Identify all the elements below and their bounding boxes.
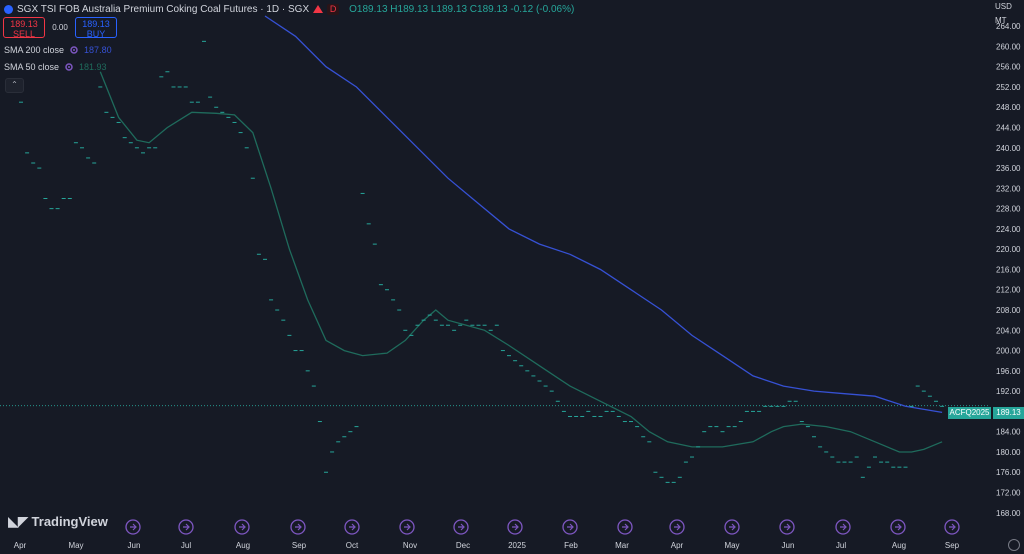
- y-tick-label: 264.00: [996, 22, 1021, 31]
- tradingview-logo-icon: ◣◤: [8, 513, 29, 529]
- x-tick-label: Jul: [836, 541, 846, 550]
- event-marker-icon[interactable]: [724, 519, 740, 535]
- event-marker-icon[interactable]: [779, 519, 795, 535]
- event-marker-icon[interactable]: [617, 519, 633, 535]
- x-tick-label: Aug: [236, 541, 250, 550]
- symbol-price-label: ACFQ2025: [948, 407, 991, 419]
- sell-label: SELL: [12, 29, 36, 39]
- y-tick-label: 200.00: [996, 347, 1021, 356]
- event-marker-icon[interactable]: [507, 519, 523, 535]
- chart-settings-icon[interactable]: [1008, 539, 1020, 551]
- x-tick-label: Aug: [892, 541, 906, 550]
- y-tick-label: 240.00: [996, 144, 1021, 153]
- tradingview-logo[interactable]: ◣◤ TradingView: [8, 513, 108, 530]
- event-marker-icon[interactable]: [290, 519, 306, 535]
- x-tick-label: Apr: [14, 541, 27, 550]
- settings-icon[interactable]: [64, 62, 74, 72]
- x-tick-label: Mar: [615, 541, 629, 550]
- y-tick-label: 224.00: [996, 225, 1021, 234]
- x-tick-label: Nov: [403, 541, 417, 550]
- y-tick-label: 244.00: [996, 124, 1021, 133]
- y-tick-label: 220.00: [996, 245, 1021, 254]
- sell-price: 189.13: [10, 19, 38, 29]
- y-tick-label: 232.00: [996, 184, 1021, 193]
- indicator-sma200-name: SMA 200 close: [4, 45, 65, 55]
- x-tick-label: Sep: [945, 541, 960, 550]
- sell-button[interactable]: 189.13 SELL: [3, 17, 45, 39]
- event-marker-icon[interactable]: [944, 519, 960, 535]
- y-tick-label: 176.00: [996, 468, 1021, 477]
- buy-button[interactable]: 189.13 BUY: [75, 17, 117, 39]
- series-line-sma-200-close: [264, 15, 943, 414]
- symbol-title[interactable]: SGX TSI FOB Australia Premium Coking Coa…: [17, 3, 310, 15]
- ohlc-values: O189.13 H189.13 L189.13 C189.13 -0.12 (-…: [349, 3, 575, 15]
- event-marker-icon[interactable]: [890, 519, 906, 535]
- buy-label: BUY: [86, 29, 106, 39]
- y-tick-label: 228.00: [996, 205, 1021, 214]
- x-tick-label: May: [68, 541, 83, 550]
- x-tick-label: Feb: [564, 541, 578, 550]
- x-tick-label: Jul: [181, 541, 191, 550]
- y-tick-label: 256.00: [996, 63, 1021, 72]
- chevron-up-icon: ⌃: [11, 80, 18, 89]
- x-tick-label: May: [724, 541, 739, 550]
- indicator-sma50-value: 181.93: [79, 62, 107, 72]
- x-tick-label: Jun: [128, 541, 141, 550]
- event-marker-icon[interactable]: [835, 519, 851, 535]
- symbol-logo-icon: [4, 4, 13, 14]
- unit-selector[interactable]: MT: [995, 16, 1007, 25]
- x-tick-label: Jun: [782, 541, 795, 550]
- event-marker-icon[interactable]: [178, 519, 194, 535]
- y-tick-label: 236.00: [996, 164, 1021, 173]
- y-tick-label: 192.00: [996, 387, 1021, 396]
- y-tick-label: 168.00: [996, 509, 1021, 518]
- buy-price: 189.13: [82, 19, 110, 29]
- y-tick-label: 184.00: [996, 428, 1021, 437]
- x-tick-label: Sep: [292, 541, 307, 550]
- y-tick-label: 180.00: [996, 448, 1021, 457]
- price-axis-header: USD MT: [991, 0, 1024, 28]
- x-tick-label: Apr: [671, 541, 684, 550]
- event-marker-icon[interactable]: [399, 519, 415, 535]
- indicator-sma50-name: SMA 50 close: [4, 62, 60, 72]
- y-tick-label: 260.00: [996, 42, 1021, 51]
- flag-icon[interactable]: [313, 5, 324, 13]
- y-tick-label: 212.00: [996, 286, 1021, 295]
- x-tick-label: Dec: [456, 541, 470, 550]
- delayed-badge[interactable]: D: [327, 3, 340, 15]
- chart-header: SGX TSI FOB Australia Premium Coking Coa…: [4, 2, 574, 16]
- event-marker-icon[interactable]: [234, 519, 250, 535]
- trade-panel: 189.13 SELL 0.00 189.13 BUY: [3, 17, 117, 39]
- indicator-sma200-value: 187.80: [84, 45, 112, 55]
- y-tick-label: 208.00: [996, 306, 1021, 315]
- currency-selector[interactable]: USD: [995, 2, 1012, 11]
- y-tick-label: 252.00: [996, 83, 1021, 92]
- collapse-indicators-button[interactable]: ⌃: [5, 78, 24, 93]
- event-marker-icon[interactable]: [344, 519, 360, 535]
- y-tick-label: 196.00: [996, 367, 1021, 376]
- x-tick-label: 2025: [508, 541, 526, 550]
- series-line-sma-50-close: [99, 71, 943, 453]
- y-tick-label: 216.00: [996, 265, 1021, 274]
- x-tick-label: Oct: [346, 541, 359, 550]
- event-marker-icon[interactable]: [125, 519, 141, 535]
- indicator-sma200[interactable]: SMA 200 close 187.80: [4, 45, 112, 55]
- y-tick-label: 248.00: [996, 103, 1021, 112]
- event-marker-icon[interactable]: [453, 519, 469, 535]
- logo-text: TradingView: [31, 514, 108, 529]
- last-price-label: 189.13: [993, 407, 1024, 419]
- settings-icon[interactable]: [69, 45, 79, 55]
- y-tick-label: 204.00: [996, 326, 1021, 335]
- y-tick-label: 172.00: [996, 489, 1021, 498]
- spread-value: 0.00: [52, 23, 68, 32]
- event-marker-icon[interactable]: [669, 519, 685, 535]
- event-marker-icon[interactable]: [562, 519, 578, 535]
- indicator-sma50[interactable]: SMA 50 close 181.93: [4, 62, 107, 72]
